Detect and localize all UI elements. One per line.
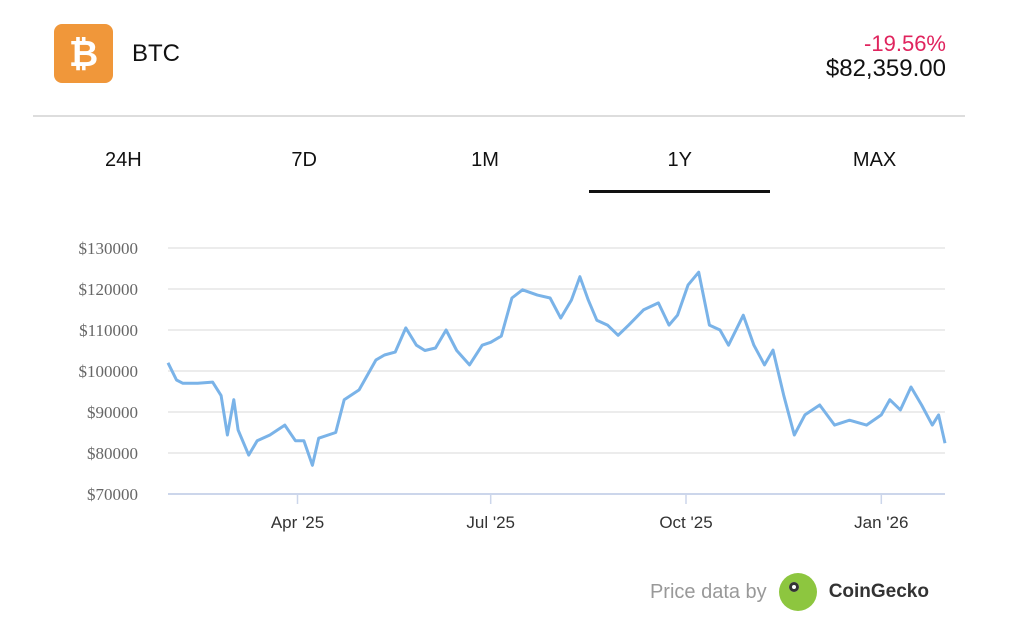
x-tick-label: Apr '25 [271, 513, 324, 532]
tab-1m[interactable]: 1M [471, 149, 499, 171]
current-price: $82,359.00 [825, 55, 946, 82]
divider [33, 115, 965, 117]
coingecko-logo-icon [778, 573, 817, 611]
tab-7d[interactable]: 7D [291, 149, 317, 171]
tab-max[interactable]: MAX [852, 149, 897, 171]
x-tick-label: Oct '25 [659, 513, 712, 532]
coingecko-brand[interactable]: CoinGecko [828, 581, 929, 602]
x-tick-label: Jan '26 [854, 513, 908, 532]
tab-1y[interactable]: 1Y [589, 140, 771, 193]
y-tick-label: $130000 [79, 239, 139, 258]
price-change: -19.56% [864, 31, 946, 56]
x-tick-label: Jul '25 [466, 513, 515, 532]
y-tick-label: $90000 [87, 403, 138, 422]
y-tick-label: $70000 [87, 485, 138, 504]
tab-24h[interactable]: 24H [105, 149, 142, 171]
y-tick-label: $120000 [79, 280, 139, 299]
y-tick-label: $80000 [87, 444, 138, 463]
y-tick-label: $100000 [79, 362, 139, 381]
attribution: Price data by CoinGecko [650, 573, 929, 611]
range-tabs: 24H 7D 1M 1Y MAX [33, 140, 965, 193]
coin-symbol: BTC [132, 40, 180, 67]
y-tick-label: $110000 [79, 321, 138, 340]
btc-logo-icon: ₿ [54, 24, 113, 83]
price-line [166, 270, 947, 467]
attribution-text: Price data by [649, 580, 767, 603]
